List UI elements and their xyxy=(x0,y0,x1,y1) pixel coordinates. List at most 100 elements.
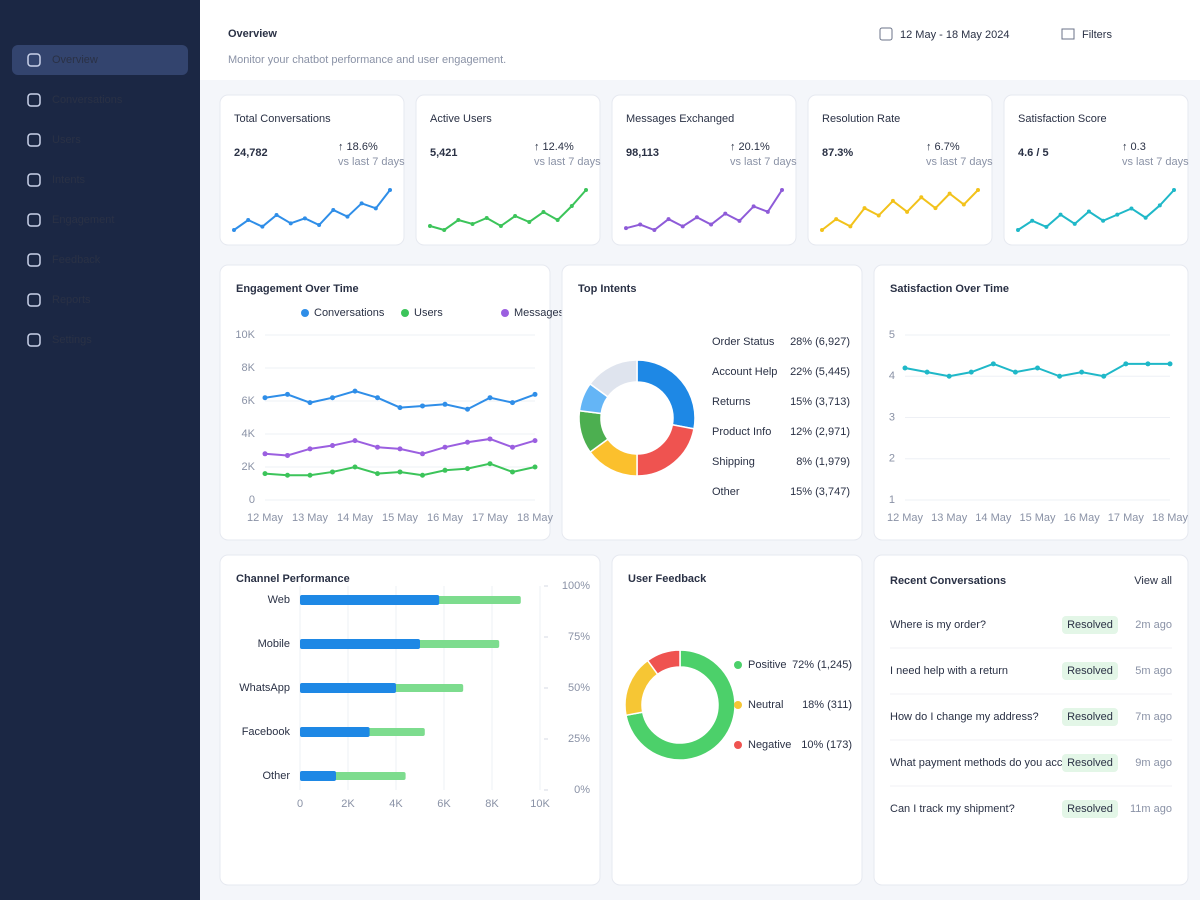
line-point xyxy=(487,461,493,467)
sparkline-point xyxy=(1172,188,1176,192)
time-label: 9m ago xyxy=(1135,757,1172,769)
conversation-text[interactable]: What payment methods do you accept? xyxy=(890,757,1084,769)
bar xyxy=(300,683,396,693)
x-tick-label: 15 May xyxy=(382,512,419,524)
card xyxy=(219,554,601,886)
nav-item[interactable]: Intents xyxy=(52,174,86,186)
nav-item[interactable]: Engagement xyxy=(52,214,114,226)
line-point xyxy=(330,469,335,475)
nav-item[interactable]: Feedback xyxy=(52,254,101,266)
chart-title: Satisfaction Over Time xyxy=(890,283,1009,295)
donut-segment xyxy=(646,649,681,676)
value-label: 28% (6,927) xyxy=(790,336,850,348)
kpi-label: Total Conversations xyxy=(234,113,331,125)
x-tick-label: 10K xyxy=(530,798,550,810)
line-point xyxy=(968,369,974,375)
status-badge xyxy=(1062,708,1118,726)
sparkline-point xyxy=(933,206,938,211)
filters-button[interactable]: Filters xyxy=(1082,29,1112,41)
nav-item[interactable]: Settings xyxy=(52,334,92,346)
sparkline-point xyxy=(1086,209,1091,214)
y-tick-label: 4K xyxy=(242,428,256,440)
x-tick-label: 15 May xyxy=(1019,512,1056,524)
status-label: Resolved xyxy=(1067,757,1113,769)
legend-label: Neutral xyxy=(748,699,783,711)
kpi-value: 87.3% xyxy=(822,147,853,159)
kpi-change: ↑ 6.7% xyxy=(926,141,960,153)
legend-label: Product Info xyxy=(712,426,771,438)
sparkline-point xyxy=(527,220,532,224)
line-point xyxy=(375,395,380,401)
sparkline xyxy=(233,189,391,231)
nav-icon xyxy=(27,253,41,267)
x-tick-label: 12 May xyxy=(887,512,924,524)
kpi-note: vs last 7 days xyxy=(730,156,797,168)
line-point xyxy=(487,395,493,401)
legend-swatch xyxy=(734,701,742,709)
sparkline xyxy=(821,189,979,231)
nav-item[interactable]: Overview xyxy=(52,54,98,66)
sparkline-point xyxy=(1058,212,1063,217)
line-point xyxy=(510,444,515,450)
nav-item[interactable]: Reports xyxy=(52,294,91,306)
sparkline-point xyxy=(976,188,980,192)
legend-label: Positive xyxy=(748,659,787,671)
line-point xyxy=(262,395,268,401)
y2-tick-label: 50% xyxy=(568,682,590,694)
line-point xyxy=(330,395,335,401)
sparkline-point xyxy=(1072,221,1077,226)
legend-label: Negative xyxy=(748,739,791,751)
date-range[interactable]: 12 May - 18 May 2024 xyxy=(900,29,1009,41)
nav-icon xyxy=(27,93,41,107)
line-point xyxy=(285,391,290,397)
nav-item[interactable]: Users xyxy=(52,134,81,146)
line-point xyxy=(397,469,403,475)
y-tick-label: WhatsApp xyxy=(239,682,290,694)
sparkline-point xyxy=(834,217,839,222)
line-point xyxy=(1057,373,1063,379)
line-point xyxy=(532,391,538,397)
conversation-text[interactable]: Where is my order? xyxy=(890,619,986,631)
nav-item[interactable]: Conversations xyxy=(52,94,123,106)
sparkline-point xyxy=(890,198,895,203)
sparkline-point xyxy=(584,188,588,192)
line-point xyxy=(262,471,268,477)
kpi-value: 98,113 xyxy=(626,147,659,159)
bar xyxy=(300,771,336,781)
conversation-text[interactable]: How do I change my address? xyxy=(890,711,1039,723)
sparkline-point xyxy=(260,224,265,229)
kpi-label: Active Users xyxy=(430,113,492,125)
sparkline-point xyxy=(1044,224,1049,229)
line-point xyxy=(285,472,290,478)
sparkline-point xyxy=(345,214,350,219)
line-point xyxy=(352,464,358,470)
card xyxy=(807,94,993,246)
card xyxy=(415,94,601,246)
y-tick-label: 2 xyxy=(889,453,895,465)
conversation-text[interactable]: Can I track my shipment? xyxy=(890,803,1015,815)
line-point xyxy=(487,436,493,442)
x-tick-label: 13 May xyxy=(931,512,968,524)
x-tick-label: 4K xyxy=(389,798,403,810)
kpi-change: ↑ 0.3 xyxy=(1122,141,1146,153)
sparkline-point xyxy=(765,209,770,214)
conversation-text[interactable]: I need help with a return xyxy=(890,665,1008,677)
y-tick-label: Web xyxy=(268,594,290,606)
legend-label: Returns xyxy=(712,396,751,408)
kpi-note: vs last 7 days xyxy=(1122,156,1189,168)
donut-segment xyxy=(625,649,736,761)
card xyxy=(611,94,797,246)
value-label: 18% (311) xyxy=(802,699,852,711)
filter-icon xyxy=(1061,28,1075,40)
sparkline-point xyxy=(1016,228,1020,232)
status-label: Resolved xyxy=(1067,803,1113,815)
line-point xyxy=(532,438,538,444)
sparkline-point xyxy=(751,204,756,209)
sparkline-point xyxy=(876,213,881,218)
view-all-link[interactable]: View all xyxy=(1134,575,1172,587)
card xyxy=(873,264,1189,541)
value-label: 22% (5,445) xyxy=(790,366,850,378)
line-point xyxy=(1079,369,1085,375)
sparkline-point xyxy=(274,213,279,217)
y-tick-label: 5 xyxy=(889,329,895,341)
